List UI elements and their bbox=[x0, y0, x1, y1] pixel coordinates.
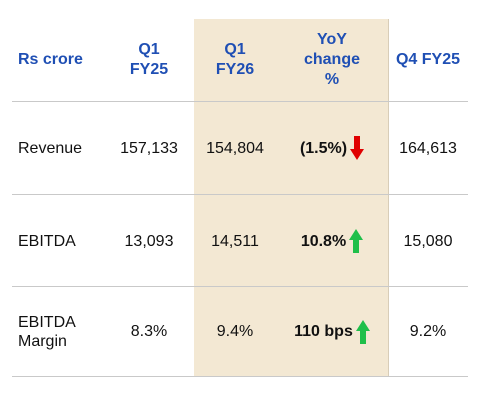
revenue-yoy: (1.5%) bbox=[276, 102, 388, 194]
header-yoy-change: YoY change % bbox=[303, 31, 360, 88]
q1fy26-highlight-column bbox=[194, 19, 389, 377]
row-label-revenue: Revenue bbox=[18, 139, 83, 157]
row-divider bbox=[12, 101, 468, 102]
header-rs-crore: Rs crore bbox=[18, 51, 83, 68]
margin-q4fy25: 9.2% bbox=[409, 323, 447, 340]
table-row: Revenue 157,133 154,804 (1.5%) 164,613 bbox=[12, 102, 468, 194]
green-up-arrow-icon bbox=[355, 319, 370, 344]
ebitda-yoy: 10.8% bbox=[276, 195, 388, 287]
financial-results-table: Rs crore Q1 FY25 Q1 FY26 YoY change % Q4… bbox=[12, 19, 468, 377]
ebitda-q1fy26: 14,511 bbox=[211, 232, 259, 250]
row-label-ebitda-margin: EBITDA Margin bbox=[18, 313, 76, 350]
row-divider bbox=[12, 286, 468, 287]
ebitda-q1fy25: 13,093 bbox=[124, 232, 174, 250]
margin-q1fy26: 9.4% bbox=[216, 323, 254, 340]
table-row: EBITDA 13,093 14,511 10.8% 15,080 bbox=[12, 195, 468, 287]
header-row: Rs crore Q1 FY25 Q1 FY26 YoY change % Q4… bbox=[12, 19, 468, 101]
revenue-q4fy25: 164,613 bbox=[399, 139, 457, 157]
revenue-q1fy26: 154,804 bbox=[206, 139, 264, 157]
header-q1fy25: Q1 FY25 bbox=[129, 41, 169, 78]
revenue-q1fy25: 157,133 bbox=[120, 139, 178, 157]
green-up-arrow-icon bbox=[349, 229, 364, 253]
row-divider bbox=[12, 376, 468, 377]
ebitda-q4fy25: 15,080 bbox=[403, 232, 453, 250]
row-divider bbox=[12, 194, 468, 195]
margin-q1fy25: 8.3% bbox=[130, 323, 168, 340]
header-q4fy25: Q4 FY25 bbox=[395, 51, 461, 68]
table-row: EBITDA Margin 8.3% 9.4% 110 bps 9.2% bbox=[12, 287, 468, 376]
header-q1fy26: Q1 FY26 bbox=[215, 41, 255, 78]
red-down-arrow-icon bbox=[350, 136, 365, 160]
row-label-ebitda: EBITDA bbox=[18, 232, 76, 250]
margin-yoy: 110 bps bbox=[276, 287, 388, 376]
